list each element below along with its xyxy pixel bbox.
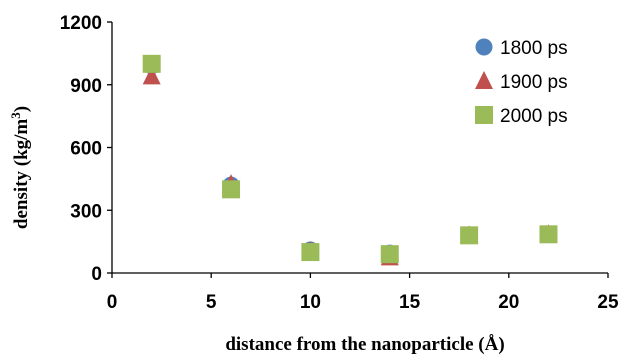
y-tick-label: 900 (70, 76, 102, 97)
x-tick-label: 10 (300, 292, 321, 313)
x-tick-label: 5 (206, 292, 217, 313)
legend-marker-square (475, 106, 493, 124)
y-axis-title: density (kg/m3) (8, 106, 33, 229)
y-axis-title-sup: 3 (8, 112, 23, 119)
legend-marker-circle (475, 38, 493, 56)
data-point-square (460, 226, 479, 245)
data-point-square (380, 245, 399, 264)
y-axis-title-end: ) (11, 106, 32, 112)
x-axis-ticks: 0 5 10 15 20 25 (107, 273, 619, 313)
data-point-square (142, 54, 161, 73)
legend-label: 1800 ps (500, 38, 568, 59)
y-axis-ticks: 0 300 600 900 1200 (60, 13, 112, 285)
x-tick-label: 0 (107, 292, 118, 313)
legend-label: 1900 ps (500, 72, 568, 93)
x-axis-title: distance from the nanoparticle (Å) (225, 334, 504, 355)
y-tick-label: 1200 (60, 13, 102, 34)
y-axis-title-main: density (kg/m (11, 119, 32, 229)
series-2000-ps (142, 54, 558, 264)
legend-marker-triangle (475, 71, 493, 89)
y-tick-label: 0 (91, 264, 102, 285)
x-tick-label: 25 (597, 292, 619, 313)
x-tick-label: 15 (399, 292, 421, 313)
data-points (142, 54, 558, 266)
data-point-square (301, 243, 320, 262)
x-tick-label: 20 (498, 292, 519, 313)
series-1900-ps (142, 66, 558, 266)
y-tick-label: 600 (70, 139, 102, 160)
legend-label: 2000 ps (500, 106, 568, 127)
legend: 1800 ps 1900 ps 2000 ps (475, 38, 568, 127)
data-point-triangle (142, 66, 161, 85)
y-tick-label: 300 (70, 201, 102, 222)
data-point-square (539, 225, 558, 244)
data-point-square (222, 180, 241, 199)
series-1800-ps (143, 57, 557, 262)
